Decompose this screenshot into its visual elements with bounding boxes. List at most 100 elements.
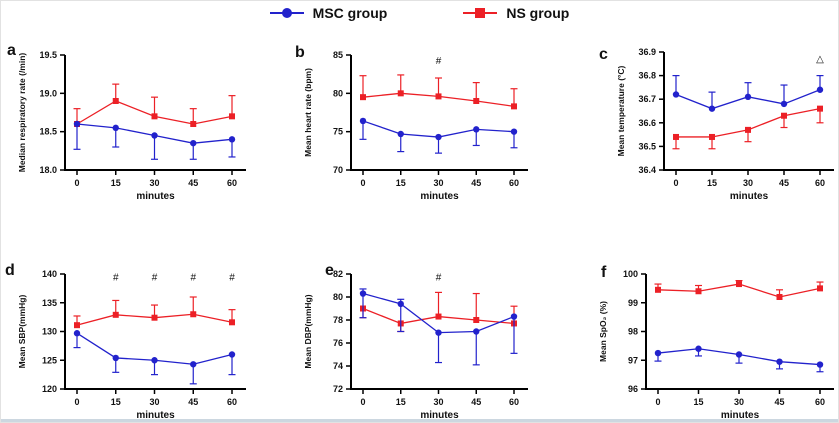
svg-text:Mean heart rate (bpm): Mean heart rate (bpm) <box>303 68 313 157</box>
chart-e: 72 74 76 78 80 82 0 15 30 45 60 minutes Mean DBP(mmH… <box>281 239 561 422</box>
panel-letter-f: f <box>601 264 607 281</box>
svg-text:15: 15 <box>111 397 121 407</box>
svg-text:Mean DBP(mmHg): Mean DBP(mmHg) <box>303 294 313 368</box>
legend-item-msc: MSC group <box>269 5 388 21</box>
svg-text:30: 30 <box>743 178 753 188</box>
svg-text:82: 82 <box>333 269 343 279</box>
svg-text:36.5: 36.5 <box>638 141 656 151</box>
chart-d: 120 125 130 135 140 0 15 30 45 60 minutes Mean SBP(… <box>1 239 281 422</box>
ns-line-square-icon <box>463 6 498 20</box>
svg-text:72: 72 <box>333 384 343 394</box>
chart-a: 18.0 18.5 19.0 19.5 0 15 30 45 60 minutes Median r… <box>1 37 281 237</box>
svg-text:36.6: 36.6 <box>638 118 656 128</box>
svg-text:30: 30 <box>433 178 443 188</box>
legend: MSC group NS group <box>1 5 838 21</box>
svg-text:minutes: minutes <box>136 410 175 421</box>
svg-text:△: △ <box>816 54 824 65</box>
svg-text:36.7: 36.7 <box>638 94 656 104</box>
svg-text:30: 30 <box>149 397 159 407</box>
legend-item-ns: NS group <box>463 5 569 21</box>
svg-text:#: # <box>152 272 158 283</box>
svg-text:60: 60 <box>815 178 825 188</box>
svg-text:45: 45 <box>188 178 198 188</box>
svg-text:74: 74 <box>333 361 343 371</box>
svg-text:0: 0 <box>655 397 660 407</box>
svg-text:Mean temperature (°C): Mean temperature (°C) <box>616 65 626 156</box>
svg-text:36.4: 36.4 <box>638 165 656 175</box>
legend-label-ns: NS group <box>506 5 570 21</box>
svg-text:#: # <box>436 272 442 283</box>
panel-f: f 96 97 98 99 100 0 15 30 45 60 minutes Mean SpO₂ (… <box>561 239 838 422</box>
panel-letter-c: c <box>599 46 608 63</box>
svg-text:60: 60 <box>509 397 519 407</box>
svg-text:0: 0 <box>74 178 79 188</box>
svg-text:60: 60 <box>227 178 237 188</box>
svg-text:99: 99 <box>628 298 638 308</box>
svg-text:Median respiratory rate (/min): Median respiratory rate (/min) <box>17 53 27 173</box>
svg-text:18.0: 18.0 <box>39 165 57 175</box>
svg-text:15: 15 <box>707 178 717 188</box>
svg-text:96: 96 <box>628 384 638 394</box>
svg-text:0: 0 <box>74 397 79 407</box>
svg-text:120: 120 <box>42 384 57 394</box>
svg-text:#: # <box>113 272 119 283</box>
svg-text:98: 98 <box>628 327 638 337</box>
svg-text:15: 15 <box>396 178 406 188</box>
svg-text:135: 135 <box>42 298 57 308</box>
svg-text:15: 15 <box>111 178 121 188</box>
legend-label-msc: MSC group <box>312 5 388 21</box>
svg-text:19.0: 19.0 <box>39 88 57 98</box>
panel-b: b 70 75 80 85 0 15 30 45 60 minutes Mean heart rat… <box>281 37 561 237</box>
svg-text:36.9: 36.9 <box>638 47 656 57</box>
svg-text:130: 130 <box>42 327 57 337</box>
svg-text:80: 80 <box>333 292 343 302</box>
panel-letter-d: d <box>5 262 15 279</box>
svg-text:15: 15 <box>396 397 406 407</box>
panel-d: d 120 125 130 135 140 0 15 30 45 60 minutes Mean SB… <box>1 239 281 422</box>
chart-c: 36.4 36.5 36.6 36.7 36.8 36.9 0 15 30 45 60 minutes… <box>561 37 838 237</box>
panel-letter-b: b <box>295 44 305 61</box>
svg-text:0: 0 <box>360 397 365 407</box>
svg-text:60: 60 <box>227 397 237 407</box>
svg-text:#: # <box>436 56 442 67</box>
svg-text:#: # <box>190 272 196 283</box>
svg-text:140: 140 <box>42 269 57 279</box>
svg-text:78: 78 <box>333 315 343 325</box>
svg-text:76: 76 <box>333 338 343 348</box>
svg-text:60: 60 <box>509 178 519 188</box>
svg-text:18.5: 18.5 <box>39 127 57 137</box>
svg-text:45: 45 <box>188 397 198 407</box>
svg-text:minutes: minutes <box>136 191 175 202</box>
svg-text:97: 97 <box>628 355 638 365</box>
svg-text:45: 45 <box>774 397 784 407</box>
svg-text:45: 45 <box>471 397 481 407</box>
svg-text:Mean SBP(mmHg): Mean SBP(mmHg) <box>17 295 27 369</box>
svg-text:45: 45 <box>779 178 789 188</box>
svg-text:100: 100 <box>623 269 638 279</box>
svg-text:15: 15 <box>693 397 703 407</box>
svg-text:60: 60 <box>815 397 825 407</box>
chart-b: 70 75 80 85 0 15 30 45 60 minutes Mean heart rate … <box>281 37 561 237</box>
svg-text:45: 45 <box>471 178 481 188</box>
svg-text:30: 30 <box>149 178 159 188</box>
svg-text:19.5: 19.5 <box>39 50 57 60</box>
svg-text:minutes: minutes <box>420 410 459 421</box>
window-bottom-edge <box>1 419 838 422</box>
svg-text:Mean SpO₂ (%): Mean SpO₂ (%) <box>598 301 608 362</box>
svg-text:85: 85 <box>333 50 343 60</box>
svg-text:30: 30 <box>734 397 744 407</box>
msc-line-circle-icon <box>269 6 304 20</box>
panel-a: a 18.0 18.5 19.0 19.5 0 15 30 45 60 minutes Median… <box>1 37 281 237</box>
svg-text:80: 80 <box>333 88 343 98</box>
svg-text:70: 70 <box>333 165 343 175</box>
svg-text:0: 0 <box>673 178 678 188</box>
svg-text:minutes: minutes <box>721 410 760 421</box>
svg-text:30: 30 <box>433 397 443 407</box>
svg-text:minutes: minutes <box>730 191 769 202</box>
panel-c: c 36.4 36.5 36.6 36.7 36.8 36.9 0 15 30 45 60 minut… <box>561 37 838 237</box>
svg-text:75: 75 <box>333 127 343 137</box>
svg-text:#: # <box>229 272 235 283</box>
panel-letter-a: a <box>7 42 16 59</box>
panel-e: e 72 74 76 78 80 82 0 15 30 45 60 minutes Mean DBP(m… <box>281 239 561 422</box>
